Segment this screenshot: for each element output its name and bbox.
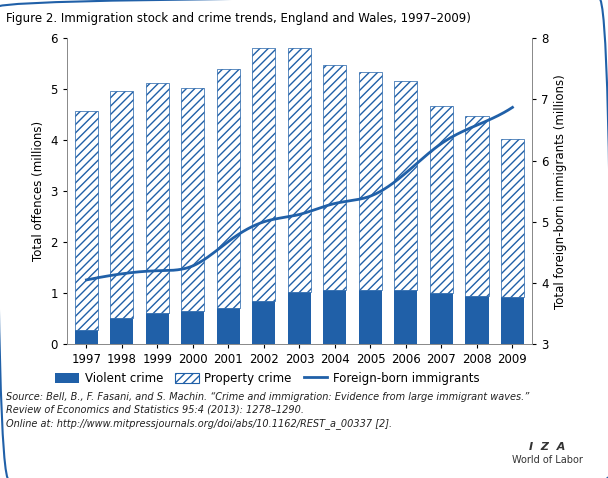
Y-axis label: Total foreign-born immigrants (millions): Total foreign-born immigrants (millions): [554, 74, 567, 309]
Text: Source: Bell, B., F. Fasani, and S. Machin. “Crime and immigration: Evidence fro: Source: Bell, B., F. Fasani, and S. Mach…: [6, 392, 530, 402]
Foreign-born immigrants: [84, 277, 91, 282]
Bar: [359, 72, 382, 290]
Y-axis label: Total offences (millions): Total offences (millions): [32, 121, 45, 261]
Foreign-born immigrants: [509, 105, 516, 110]
Bar: [359, 290, 382, 344]
Foreign-born immigrants: [442, 138, 449, 144]
Foreign-born immigrants: [344, 198, 351, 204]
Foreign-born immigrants: [335, 200, 342, 206]
Text: Figure 2. Immigration stock and crime trends, England and Wales, 1997–2009): Figure 2. Immigration stock and crime tr…: [6, 12, 471, 25]
Text: World of Labor: World of Labor: [512, 455, 582, 465]
Bar: [181, 87, 204, 311]
Bar: [501, 297, 524, 344]
Foreign-born immigrants: [336, 199, 344, 205]
Bar: [181, 311, 204, 344]
Bar: [395, 290, 418, 344]
Legend: Violent crime, Property crime, Foreign-born immigrants: Violent crime, Property crime, Foreign-b…: [52, 369, 483, 389]
Bar: [430, 293, 453, 344]
Bar: [146, 313, 169, 344]
Bar: [217, 69, 240, 308]
Foreign-born immigrants: [469, 124, 476, 130]
Bar: [395, 81, 418, 290]
Bar: [501, 139, 524, 297]
Bar: [75, 111, 98, 330]
Bar: [466, 296, 488, 344]
Text: Online at: http://www.mitpressjournals.org/doi/abs/10.1162/REST_a_00337 [2].: Online at: http://www.mitpressjournals.o…: [6, 418, 392, 429]
Bar: [146, 83, 169, 313]
Bar: [288, 48, 311, 292]
Bar: [430, 106, 453, 293]
Bar: [252, 48, 275, 301]
Bar: [217, 308, 240, 344]
Bar: [252, 301, 275, 344]
Bar: [466, 116, 488, 296]
Line: Foreign-born immigrants: Foreign-born immigrants: [86, 108, 513, 280]
Bar: [111, 91, 133, 318]
Text: I  Z  A: I Z A: [529, 442, 565, 452]
Text: Review of Economics and Statistics 95:4 (2013): 1278–1290.: Review of Economics and Statistics 95:4 …: [6, 405, 304, 415]
Bar: [288, 292, 311, 344]
Bar: [323, 65, 347, 290]
Bar: [323, 290, 347, 344]
Foreign-born immigrants: [83, 277, 90, 283]
Bar: [111, 318, 133, 344]
Bar: [75, 330, 98, 344]
